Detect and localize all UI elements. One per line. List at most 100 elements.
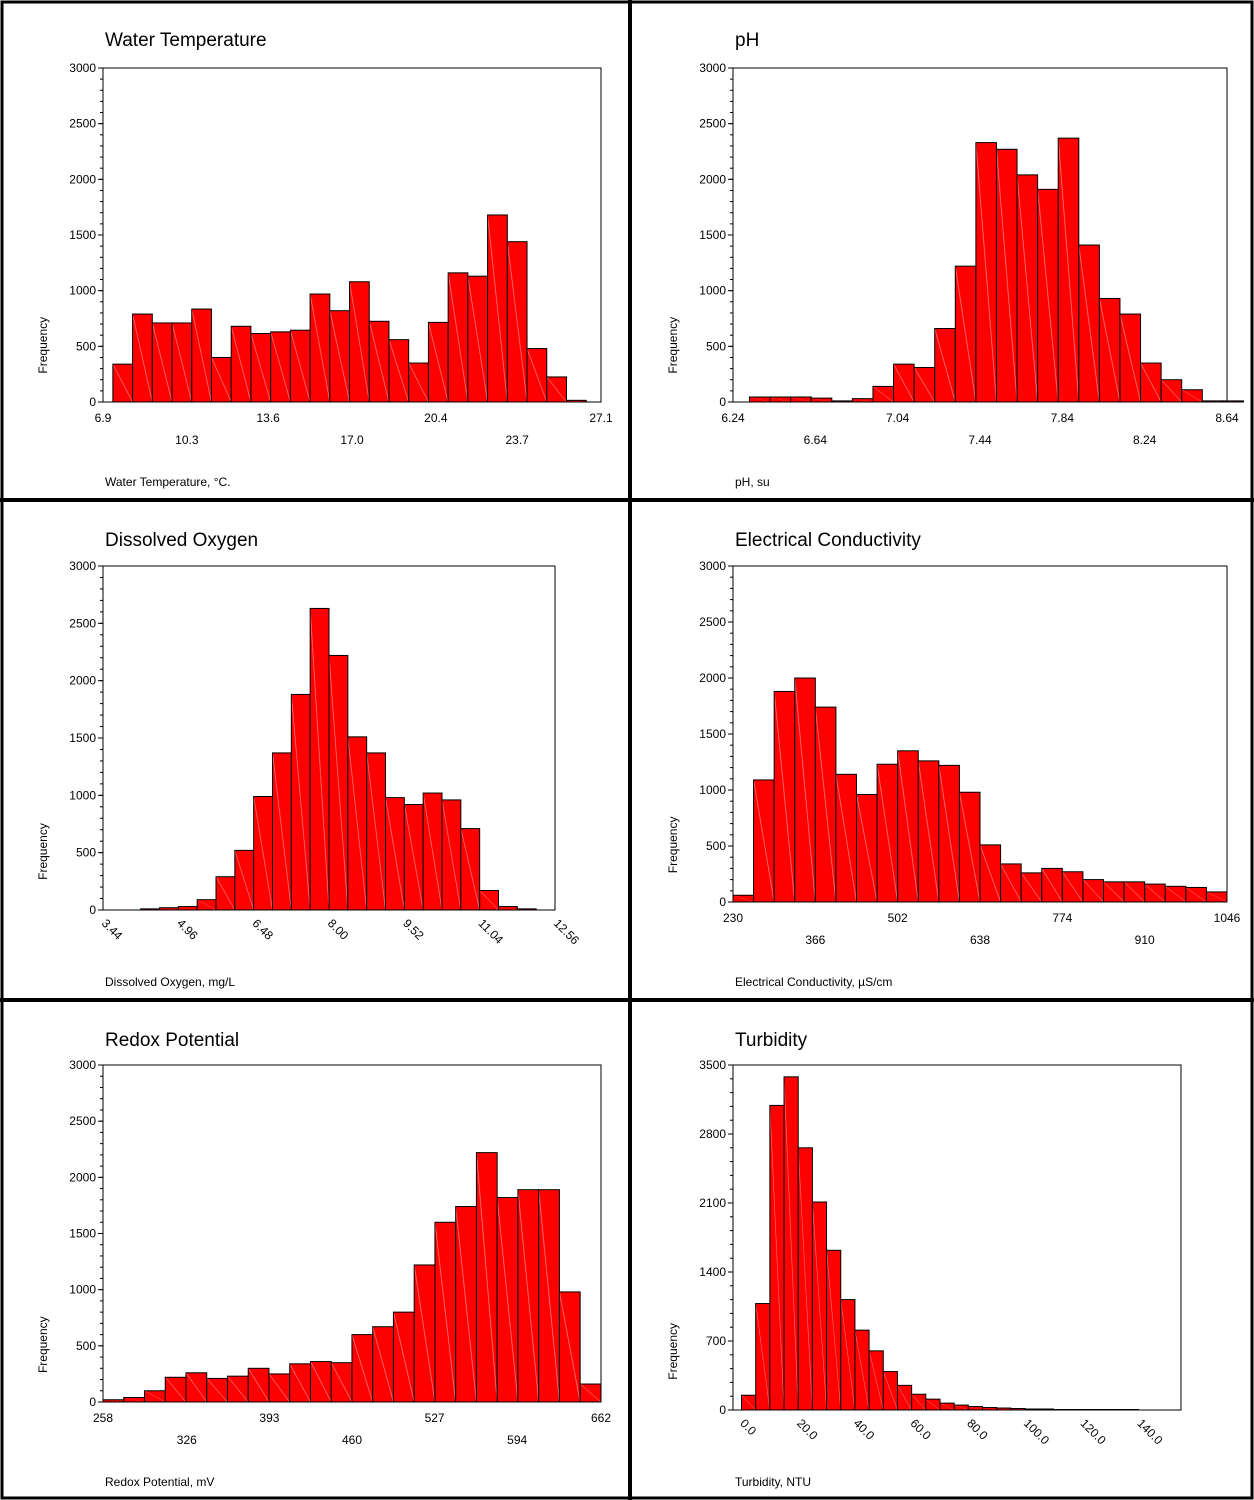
y-tick-label: 2500 [69,616,96,630]
histogram-chart: pH 0 500 1000 1500 2000 2500 3000 Frequency 6.24 6… [666,30,1244,489]
y-tick-label: 500 [76,339,96,353]
histogram-bar [516,908,537,911]
histogram-bar [1222,400,1244,403]
histogram-bar [498,906,518,911]
x-tick-label: 7.84 [1051,411,1075,425]
histogram-bar [479,890,499,911]
bars [140,607,537,911]
histogram-bar [526,348,548,403]
x-tick-label: 17.0 [340,433,364,447]
y-axis-label: Frequency [36,1316,50,1373]
x-tick-label: 910 [1135,933,1155,947]
y-tick-label: 3000 [699,559,726,573]
x-tick-label: 7.04 [886,411,910,425]
y-tick-label: 1400 [699,1265,726,1279]
panel-water-temperature: Water Temperature 0 500 1000 1500 2000 2500 300… [0,0,630,500]
y-tick-label: 1500 [69,731,96,745]
panel-dissolved-oxygen: Dissolved Oxygen 0 500 1000 1500 2000 2500 3000… [0,500,630,1000]
y-tick-label: 2800 [699,1127,726,1141]
chart-title: Water Temperature [105,30,267,51]
y-tick-label: 0 [719,395,726,409]
x-tick-label: 502 [888,911,908,925]
chart-title: pH [735,30,759,51]
x-tick-label: 258 [93,1411,113,1425]
histogram-bar [546,376,567,403]
x-tick-label: 7.44 [968,433,992,447]
y-tick-label: 2000 [699,671,726,685]
histogram-chart: Dissolved Oxygen 0 500 1000 1500 2000 2500 3000… [36,530,582,989]
x-axis-label: pH, su [735,475,770,489]
x-tick-label: 366 [805,933,825,947]
x-tick-label: 774 [1052,911,1072,925]
panel-turbidity: Turbidity 0 700 1400 2100 2800 3500 Frequency 0.… [630,1000,1254,1500]
y-tick-label: 3000 [69,61,96,75]
x-tick-label: 527 [425,1411,445,1425]
y-tick-label: 3500 [699,1058,726,1072]
y-tick-label: 1500 [699,727,726,741]
histogram-bar [1205,891,1228,903]
y-tick-label: 3000 [69,1058,96,1072]
x-axis-label: Redox Potential, mV [105,1475,214,1489]
x-tick-label: 662 [591,1411,611,1425]
x-tick-label: 8.64 [1215,411,1239,425]
histogram-bar [1119,313,1142,403]
y-tick-label: 500 [706,339,726,353]
y-tick-label: 1000 [69,1283,96,1297]
x-tick-label: 326 [177,1433,197,1447]
y-tick-label: 3000 [69,559,96,573]
histogram-bar [191,308,212,403]
bars [741,1076,1139,1411]
y-axis-label: Frequency [666,317,680,374]
x-tick-label: 638 [970,933,990,947]
panel-redox-potential: Redox Potential 0 500 1000 1500 2000 2500 3000 F… [0,1000,630,1500]
histogram-bar [579,1383,602,1403]
x-axis-label: Water Temperature, °C. [105,475,231,489]
y-tick-label: 1000 [69,284,96,298]
histogram-bar [810,397,833,403]
histogram-bar [460,828,481,911]
y-tick-label: 500 [76,846,96,860]
y-tick-label: 0 [719,1403,726,1417]
x-tick-label: 6.24 [721,411,745,425]
y-tick-label: 2000 [69,172,96,186]
x-axis-label: Turbidity, NTU [735,1475,811,1489]
bars [102,1152,602,1403]
y-tick-label: 500 [76,1339,96,1353]
y-tick-label: 1000 [699,783,726,797]
x-tick-label: 6.9 [95,411,112,425]
y-tick-label: 2500 [699,615,726,629]
histogram-chart: Electrical Conductivity 0 500 1000 1500 2000 2… [666,530,1241,989]
y-tick-label: 0 [89,395,96,409]
x-tick-label: 8.24 [1133,433,1157,447]
y-axis-label: Frequency [36,317,50,374]
histogram-bar [506,241,528,403]
y-tick-label: 2000 [69,674,96,688]
x-tick-label: 6.64 [804,433,828,447]
y-tick-label: 1000 [69,788,96,802]
histogram-chart: Redox Potential 0 500 1000 1500 2000 2500 3000 F… [36,1030,611,1489]
y-tick-label: 2000 [699,172,726,186]
y-tick-label: 2100 [699,1196,726,1210]
y-tick-label: 2500 [699,117,726,131]
x-axis-label: Dissolved Oxygen, mg/L [105,975,235,989]
y-tick-label: 1500 [699,228,726,242]
y-axis-label: Frequency [666,1323,680,1380]
histogram-bar [558,1291,581,1403]
chart-title: Turbidity [735,1030,808,1051]
bars [112,214,587,403]
y-tick-label: 0 [89,903,96,917]
y-tick-label: 0 [719,895,726,909]
x-tick-label: 23.7 [505,433,529,447]
y-axis-label: Frequency [666,817,680,874]
y-tick-label: 500 [706,839,726,853]
x-tick-label: 20.4 [424,411,448,425]
x-axis-label: Electrical Conductivity, µS/cm [735,975,892,989]
panel-ph: pH 0 500 1000 1500 2000 2500 3000 Frequency 6.24 6… [630,0,1254,500]
x-tick-label: 460 [342,1433,362,1447]
chart-title: Redox Potential [105,1030,239,1051]
y-tick-label: 2500 [69,1114,96,1128]
histogram-bar [565,399,587,403]
y-axis-label: Frequency [36,823,50,880]
x-tick-label: 594 [507,1433,527,1447]
